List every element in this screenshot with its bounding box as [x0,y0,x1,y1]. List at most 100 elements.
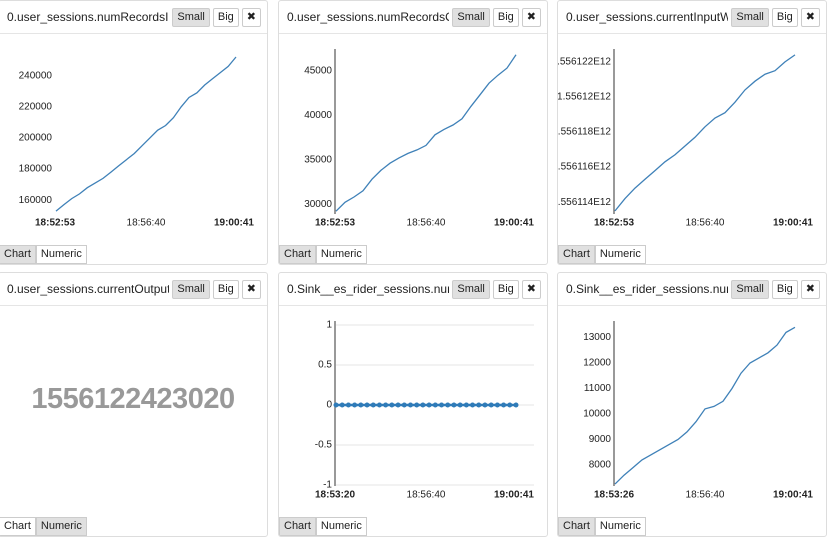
data-point [407,402,413,408]
size-button[interactable]: Small [452,8,490,27]
data-point [501,402,507,408]
series-line [335,54,517,212]
data-point [352,402,358,408]
size-button[interactable]: ✖ [521,8,541,27]
y-tick-label: 1.55612E12 [558,92,611,103]
size-button[interactable]: Big [212,280,239,299]
x-tick-label: 19:00:41 [773,218,813,229]
view-tab[interactable]: Chart [0,245,36,264]
panel-title: 0.Sink__es_rider_sessions.numRe [287,282,457,296]
y-tick-label: 9000 [589,434,612,445]
numeric-value: 1556122423020 [31,383,235,415]
x-tick-label: 19:00:41 [773,490,813,501]
y-tick-label: 180000 [19,164,53,175]
data-point [414,402,420,408]
view-tab[interactable]: Numeric [315,517,367,536]
data-point [420,402,426,408]
size-button[interactable]: Big [771,280,798,299]
size-button[interactable]: Big [492,280,519,299]
view-tab[interactable]: Numeric [594,517,646,536]
data-point [451,402,457,408]
metric-panel: 0.user_sessions.currentOutputWa Small Big ✖… [0,272,268,537]
series-line [614,54,796,212]
line-chart: 30000 35000 40000 45000 18:52:53 18:56:40 19:0… [304,49,534,229]
data-point [426,402,432,408]
size-button[interactable]: ✖ [800,8,820,27]
line-chart: -1 -0.5 0 0.5 1 18:53:20 18:56:40 19:00:41 [315,320,535,501]
view-tab[interactable]: Chart [558,517,595,536]
data-point [370,402,376,408]
y-tick-label: 11000 [584,383,612,394]
size-button[interactable]: Small [731,280,769,299]
view-tab[interactable]: Chart [558,245,595,264]
metric-panel: 0.user_sessions.numRecordsIn Small Big ✖ 160… [0,0,268,265]
panel-header: 0.user_sessions.numRecordsOut Small Big ✖ [279,1,547,34]
data-point [364,402,370,408]
size-button[interactable]: ✖ [241,8,261,27]
panel-title: 0.user_sessions.numRecordsOut [287,10,457,24]
view-tab[interactable]: Numeric [35,517,87,536]
view-tab[interactable]: Numeric [315,245,367,264]
size-button[interactable]: Small [731,8,769,27]
x-tick-label: 18:56:40 [127,218,166,229]
data-point [494,402,500,408]
data-point [432,402,438,408]
panel-header: 0.user_sessions.currentInputWate Small Big… [558,1,826,34]
size-buttons: Small Big ✖ [169,280,261,299]
view-tab[interactable]: Numeric [35,245,87,264]
size-button[interactable]: ✖ [241,280,261,299]
x-tick-label: 18:56:40 [686,490,725,501]
data-point [476,402,482,408]
view-tab[interactable]: Numeric [594,245,646,264]
data-point [439,402,445,408]
y-tick-label: 10000 [583,409,611,420]
size-button[interactable]: ✖ [800,280,820,299]
size-button[interactable]: ✖ [521,280,541,299]
y-tick-label: 30000 [304,199,332,210]
data-point [482,402,488,408]
size-button[interactable]: Small [452,280,490,299]
y-tick-label: 1.556114E12 [558,197,611,208]
view-tab[interactable]: Chart [0,517,36,536]
y-tick-label: 8000 [589,460,612,471]
data-point [507,402,513,408]
x-tick-label: 18:52:53 [35,218,75,229]
data-point [383,402,389,408]
series-line [55,56,237,212]
x-tick-label: 18:56:40 [407,218,446,229]
size-button[interactable]: Big [771,8,798,27]
metric-panel: 0.Sink__es_rider_sessions.numRe Small Big ✖… [557,272,827,537]
x-tick-label: 18:53:26 [594,490,634,501]
view-tabs: Chart Numeric [558,245,646,264]
size-button[interactable]: Small [172,280,210,299]
panel-header: 0.Sink__es_rider_sessions.numRe Small Big ✖ [558,273,826,306]
data-point [339,402,345,408]
data-point [445,402,451,408]
view-tab[interactable]: Chart [279,517,316,536]
panel-title: 0.user_sessions.numRecordsIn [7,10,176,24]
metric-panel: 0.user_sessions.currentInputWate Small Big… [557,0,827,265]
view-tabs: Chart Numeric [0,517,87,536]
panel-title: 0.Sink__es_rider_sessions.numRe [566,282,736,296]
data-point [470,402,476,408]
y-tick-label: 13000 [583,332,611,343]
x-tick-label: 19:00:41 [494,218,534,229]
size-button[interactable]: Big [212,8,239,27]
line-chart: 8000 9000 10000 11000 12000 13000 18:53:26 18:5… [583,321,813,501]
view-tab[interactable]: Chart [279,245,316,264]
y-tick-label: 220000 [19,101,53,112]
y-tick-label: 160000 [19,195,53,206]
data-point [345,402,351,408]
y-tick-label: 12000 [583,358,611,369]
data-point [333,402,339,408]
y-tick-label: 240000 [19,70,53,81]
data-point [463,402,469,408]
y-tick-label: -1 [323,480,332,491]
size-buttons: Small Big ✖ [728,280,820,299]
x-tick-label: 19:00:41 [214,218,254,229]
size-buttons: Small Big ✖ [728,8,820,27]
y-tick-label: 0.5 [318,360,332,371]
size-button[interactable]: Small [172,8,210,27]
size-button[interactable]: Big [492,8,519,27]
